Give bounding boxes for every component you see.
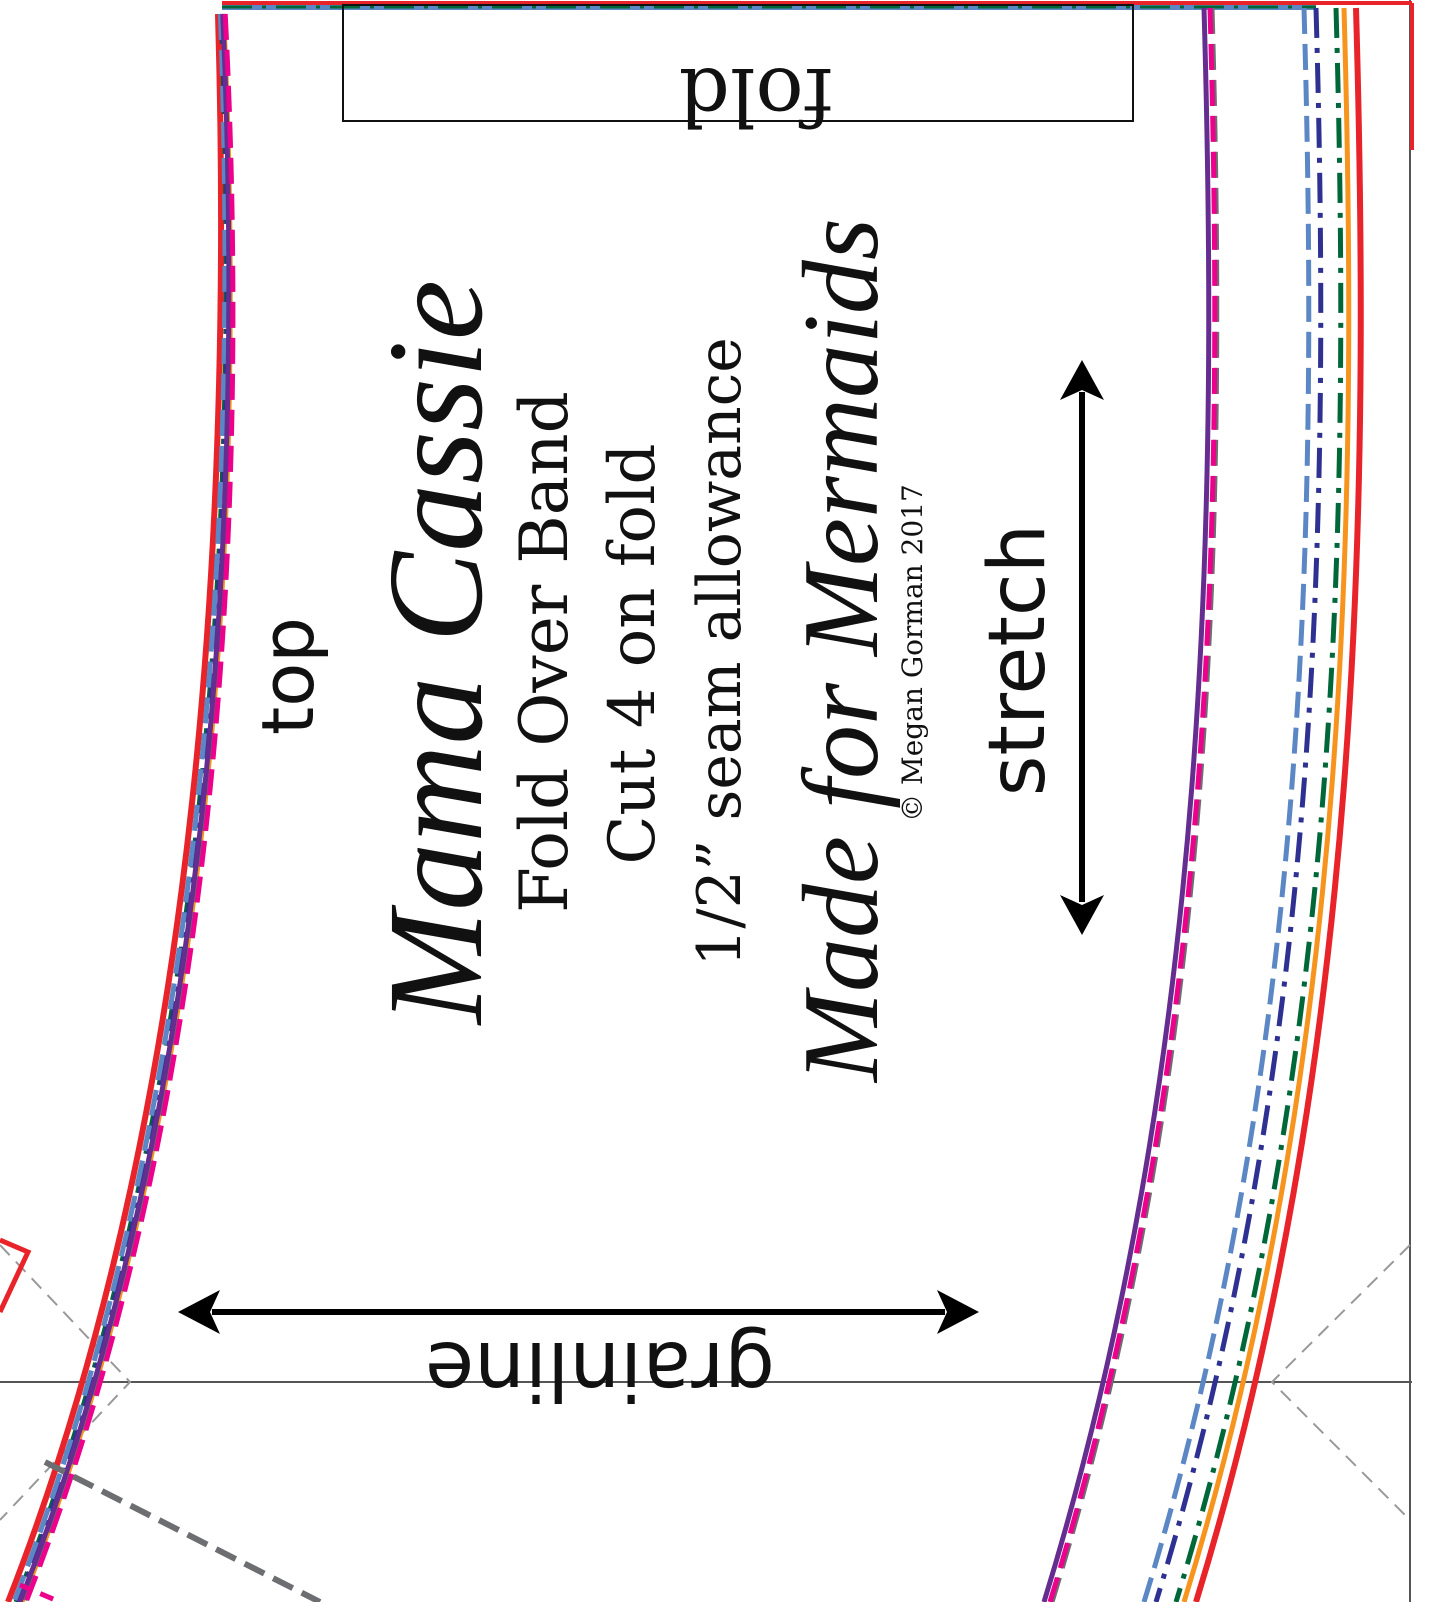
outer-curve-line [1141, 7, 1312, 1602]
inner-curve-line [11, 13, 228, 1602]
tile-diamond-left [0, 1244, 132, 1521]
outer-curve-line [1153, 7, 1324, 1602]
neighbour-piece-red [0, 1237, 32, 1314]
inner-curve-line [17, 13, 232, 1602]
outer-curve-line [1193, 7, 1364, 1602]
pattern-title: Mama Cassie [361, 279, 511, 1025]
outer-curve-line [1173, 7, 1344, 1602]
cut-instructions: Cut 4 on fold [596, 443, 670, 865]
brand-name: Made for Mermaids [782, 218, 901, 1082]
top-label: top [246, 617, 330, 735]
neighbour-piece-grey [43, 1459, 322, 1602]
outer-curve-line [1047, 7, 1218, 1602]
neighbour-piece-pink [19, 1582, 61, 1602]
inner-curve-lines [5, 13, 236, 1602]
seam-allowance: 1/2” seam allowance [685, 337, 755, 967]
tile-diamond-right [1270, 1244, 1411, 1521]
outer-curve-lines [1041, 7, 1364, 1602]
fold-label-box [342, 4, 1134, 122]
stretch-arrow [1060, 360, 1104, 935]
stretch-label: stretch [973, 523, 1063, 797]
grainline-arrow [178, 1290, 979, 1334]
piece-name: Fold Over Band [506, 391, 583, 913]
inner-curve-line [5, 13, 225, 1602]
inner-curve-line [23, 13, 236, 1602]
outer-curve-line [1181, 7, 1352, 1602]
copyright-notice: © Megan Gorman 2017 [896, 484, 929, 822]
grainline-label: grainline [425, 1324, 775, 1417]
fold-label: fold [678, 50, 834, 143]
outer-curve-line [1041, 7, 1212, 1602]
